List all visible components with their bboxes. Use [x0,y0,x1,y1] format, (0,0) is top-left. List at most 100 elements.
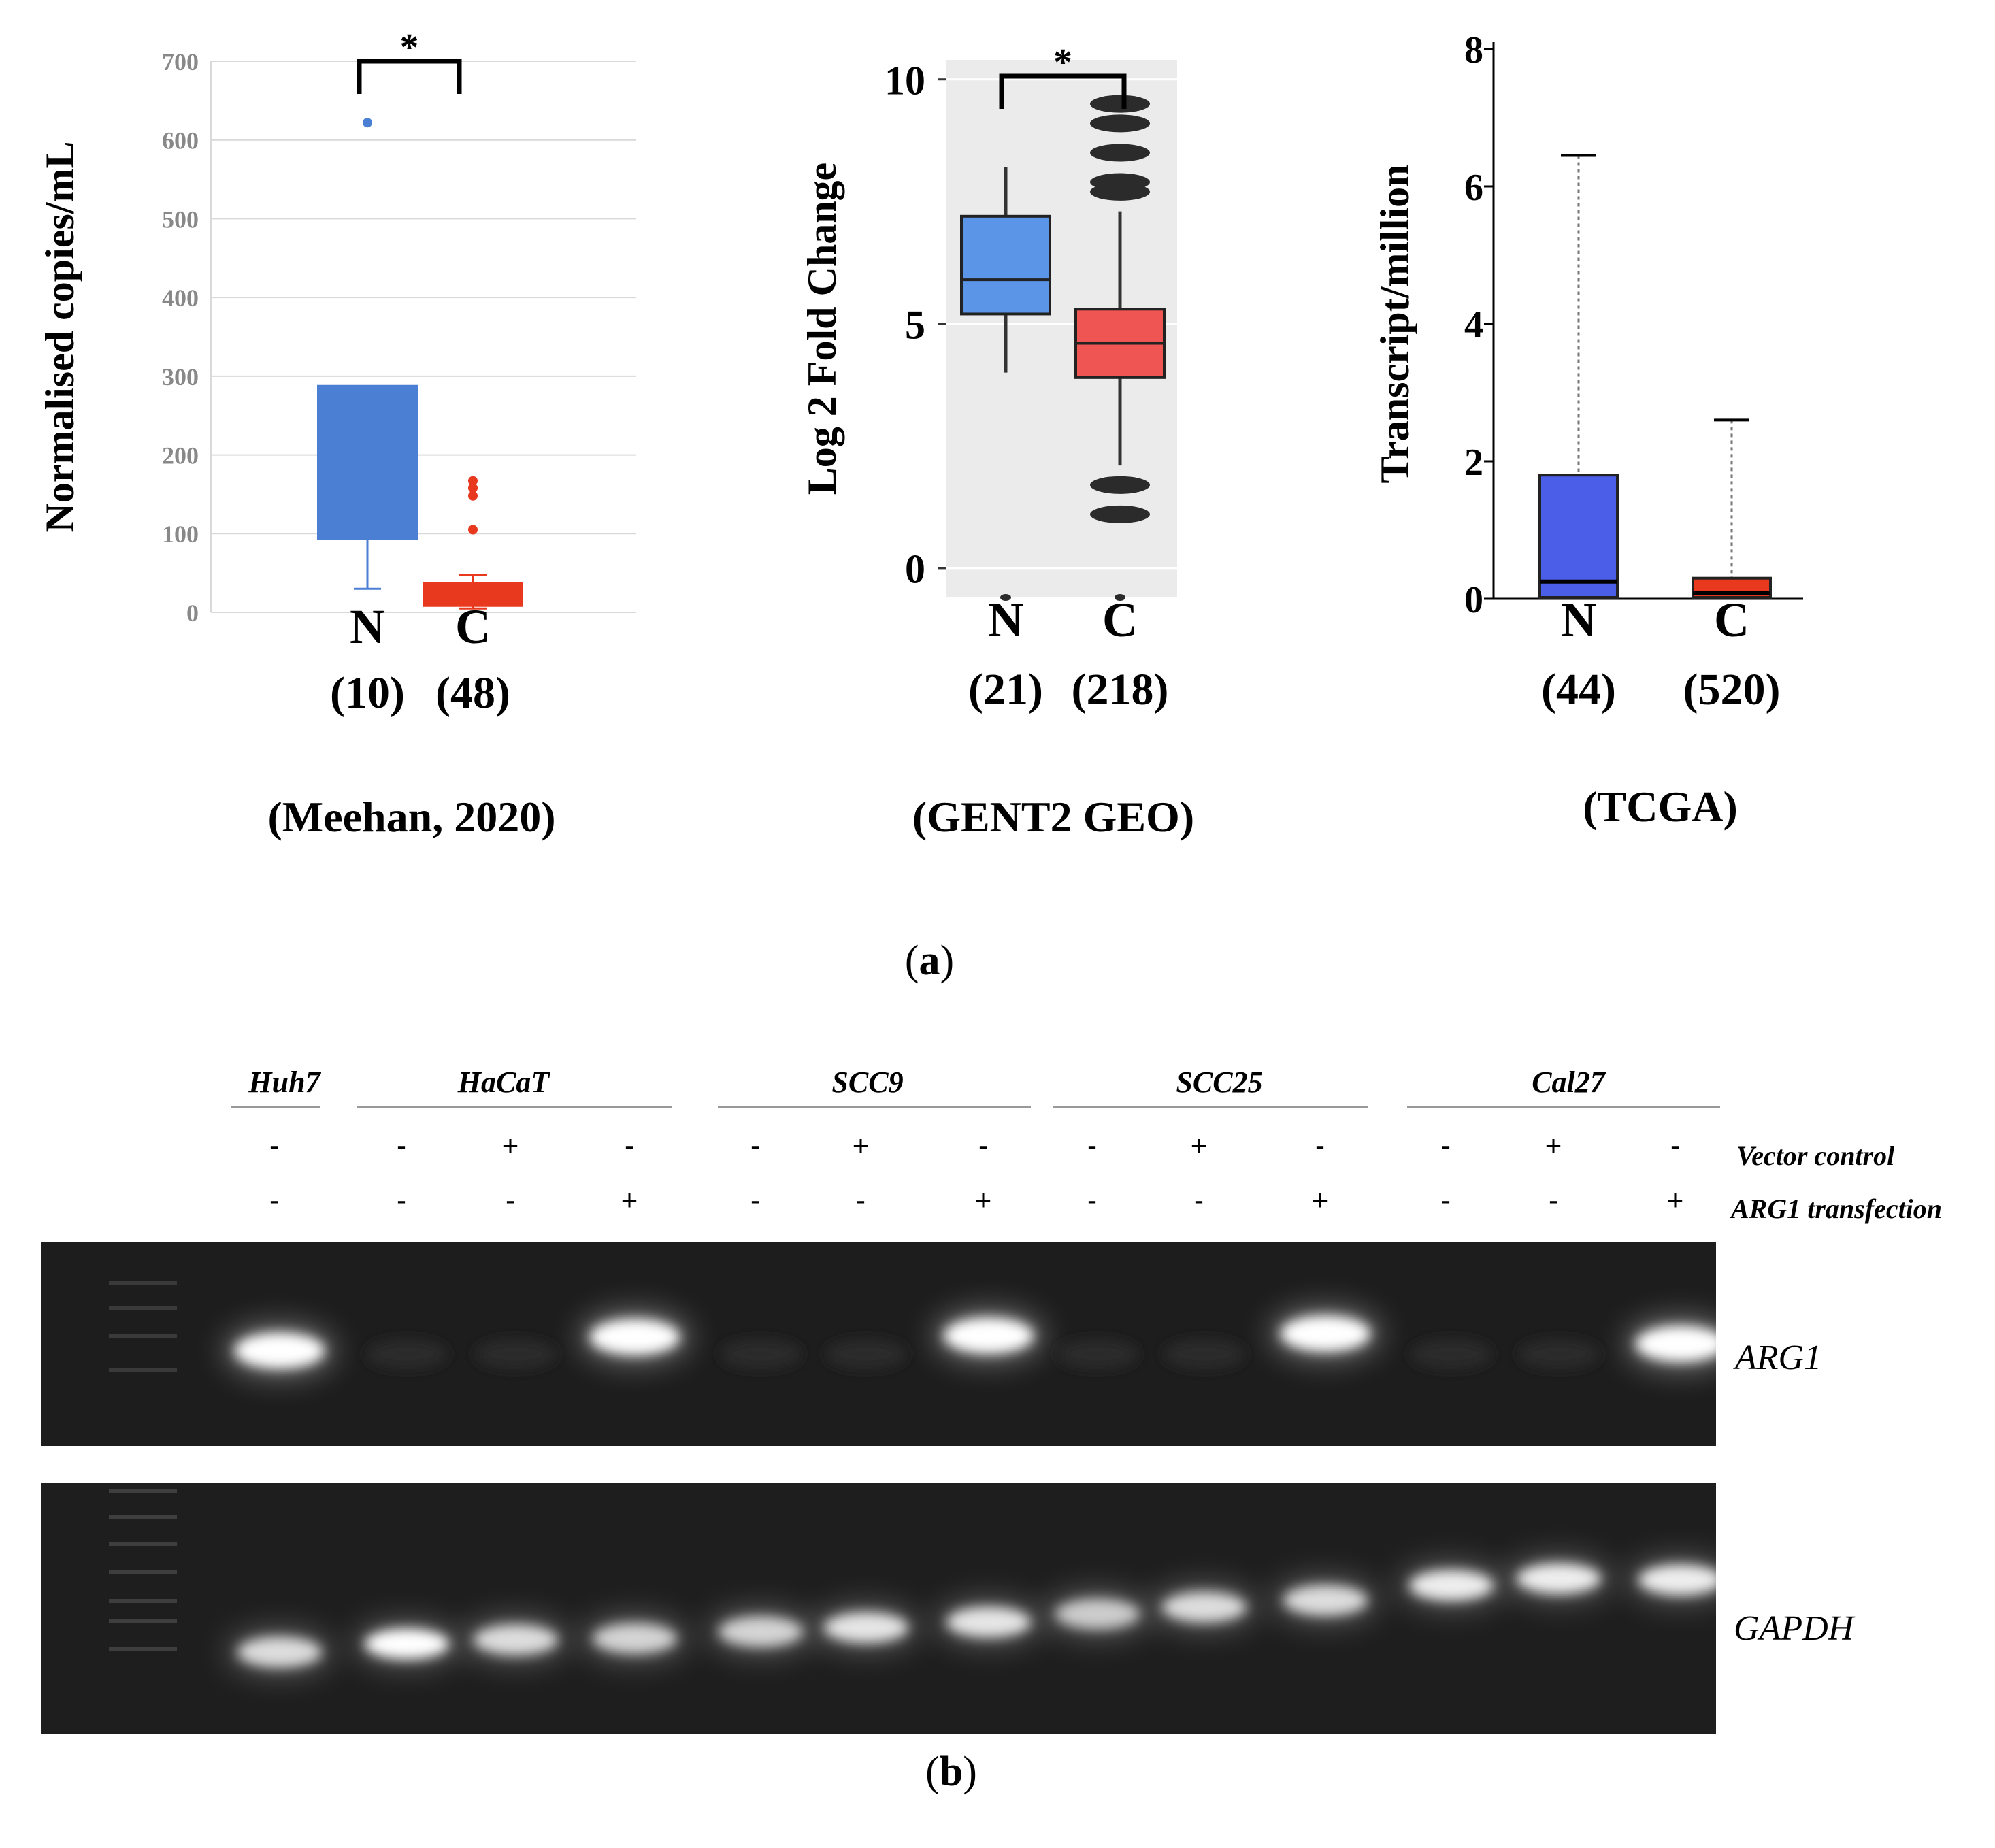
gapdh-band [824,1613,908,1643]
box-C [1074,95,1166,601]
y-tick-label: 500 [162,205,199,233]
vector-control-sign: + [853,1129,870,1161]
arg1-band-empty [1518,1339,1600,1369]
gapdh-band [1283,1585,1368,1615]
ladder-band [109,1368,177,1372]
gapdh-band [593,1623,677,1653]
box-body [423,582,523,607]
significance-star: * [1053,42,1072,84]
arg1-band-empty [1411,1339,1492,1369]
vector-control-sign: - [1441,1129,1451,1161]
cell-line-label: Cal27 [1532,1066,1606,1099]
vector-control-sign: + [1191,1129,1208,1161]
vector-control-sign: + [1545,1129,1562,1161]
gel-panel: Huh7 HaCaT SCC9 SCC25 Cal27 - - + - - + - - + - - + - - - - +… [41,1066,1942,1734]
y-tick-label: 2 [1464,442,1483,484]
gapdh-band [1517,1564,1601,1594]
arg1-transfection-sign: - [269,1184,279,1216]
gapdh-band [946,1607,1031,1637]
cell-line-label: SCC9 [831,1066,903,1099]
significance-bracket [999,73,1127,109]
y-axis-label: Normalised copies/mL [37,142,82,533]
vector-control-sign: - [751,1129,760,1161]
gapdh-band [1055,1599,1140,1629]
box-body [1538,474,1619,599]
outlier-point [1090,173,1150,191]
y-tick-label: 200 [162,442,199,469]
gapdh-band [237,1637,322,1667]
outlier-point [468,525,478,535]
arg1-band-empty [366,1339,448,1369]
arg1-band [590,1319,680,1355]
arg1-band [235,1333,325,1368]
outlier-point [1000,594,1011,601]
y-tick-label: 0 [905,547,925,592]
vector-control-sign: - [397,1129,406,1161]
box-body [317,384,418,540]
boxplot-panel-3: 0 2 4 6 8 Transcript/million N (44) C (520) (TCGA) [1372,29,1803,831]
vector-control-sign: - [625,1129,634,1161]
box-N [1538,154,1619,599]
row-label-vector-control: Vector control [1736,1140,1895,1171]
outlier-point [1090,144,1150,162]
y-tick-label: 6 [1464,167,1483,209]
box-C [423,476,523,610]
y-axis-label: Log 2 Fold Change [799,163,844,495]
box-body [960,214,1051,316]
arg1-band-empty [1057,1339,1138,1369]
arg1-band-empty [720,1339,802,1369]
group-size-label: (520) [1683,665,1781,714]
significance-star: * [400,27,419,69]
group-size-label: (48) [435,668,510,718]
y-tick-label: 300 [162,363,199,391]
gapdh-band [1638,1565,1723,1595]
group-size-label: (21) [968,665,1043,714]
outlier-point [1090,476,1150,494]
arg1-transfection-sign: + [1667,1184,1684,1216]
arg1-transfection-sign: - [397,1184,406,1216]
outlier-point [363,118,372,128]
panel-a-label: (a) [905,938,954,984]
panel-b-label: (b) [925,1749,977,1795]
source-label: (TCGA) [1583,782,1738,831]
arg1-transfection-sign: - [1194,1184,1204,1216]
vector-control-sign: - [269,1129,279,1161]
y-tick-label: 0 [186,599,199,627]
arg1-transfection-sign: + [1312,1184,1329,1216]
group-size-label: (10) [330,668,405,718]
y-tick-label: 10 [885,58,925,103]
outlier-point [1090,114,1150,133]
arg1-transfection-sign: - [506,1184,515,1216]
vector-control-sign: + [502,1129,519,1161]
outlier-point [1090,505,1150,523]
outlier-point [1115,594,1125,601]
arg1-transfection-sign: + [621,1184,638,1216]
outlier-point [468,476,478,486]
boxplot-panel-1: 0 100 200 300 400 500 600 700 Normalised copies/… [37,27,636,841]
vector-control-sign: - [1670,1129,1680,1161]
y-tick-label: 0 [1464,579,1483,621]
x-category-label: N [988,593,1023,647]
vector-control-sign: - [1315,1129,1325,1161]
box-N [960,167,1051,601]
x-category-label: C [1714,593,1749,647]
x-category-label: N [350,599,385,654]
gene-label-gapdh: GAPDH [1734,1609,1856,1648]
group-size-label: (218) [1072,665,1169,714]
ladder-band [109,1334,177,1338]
ladder-band [109,1619,177,1623]
ladder-band [109,1515,177,1519]
arg1-band [1636,1326,1726,1362]
y-tick-label: 100 [162,521,199,548]
row-label-arg1-transfection: ARG1 transfection [1729,1193,1942,1224]
outlier-point [468,483,478,493]
arg1-transfection-sign: - [1549,1184,1558,1216]
arg1-transfection-sign: - [1087,1184,1097,1216]
arg1-transfection-sign: - [856,1184,865,1216]
arg1-transfection-sign: - [1441,1184,1451,1216]
outlier-point [468,491,478,501]
box-N [317,118,418,590]
x-category-label: C [455,599,491,654]
gapdh-band [1409,1570,1494,1600]
